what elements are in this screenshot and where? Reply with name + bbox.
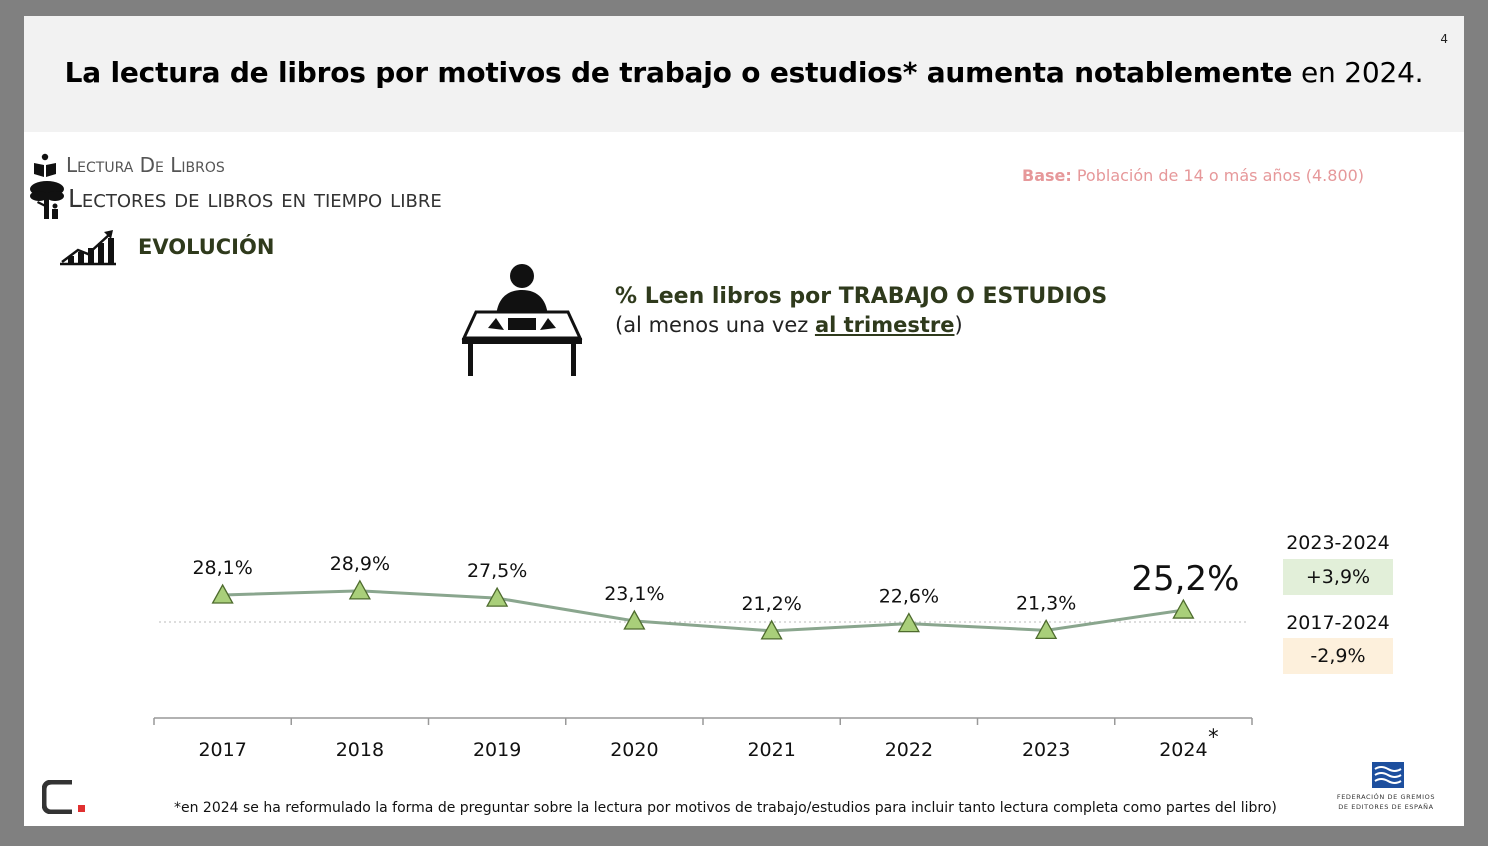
data-point-2021 [760,619,783,640]
data-point-2020 [623,609,646,630]
company-logo [42,780,85,814]
data-label-2022: 22,6% [879,586,939,608]
change-value-1: +3,9% [1283,559,1393,595]
base-label: Base: [1022,166,1072,185]
base-text: Población de 14 o más años (4.800) [1071,166,1365,185]
data-point-2018 [348,579,371,600]
data-label-2018: 28,9% [330,553,390,575]
data-point-2023 [1035,619,1058,640]
metric-sub-after: ) [954,313,963,337]
federation-name: FEDERACIÓN DE GREMIOS DE EDITORES DE ESP… [1324,792,1448,812]
x-tick-label-2022: 2022 [885,739,933,761]
section-title: Lectura De Libros [66,153,225,177]
change-value-2: -2,9% [1283,638,1393,674]
x-tick-label-2021: 2021 [747,739,795,761]
metric-title: % Leen libros por TRABAJO O ESTUDIOS [615,284,1108,309]
federation-line-1: FEDERACIÓN DE GREMIOS [1336,793,1436,801]
header-band [24,16,1464,132]
data-point-2022 [897,612,920,633]
x-tick-label-2018: 2018 [336,739,384,761]
title-normal: en 2024. [1292,56,1424,89]
section-subtitle: Lectores de libros en tiempo libre [68,184,442,213]
metric-subtitle: (al menos una vez al trimestre) [615,313,963,337]
growth-chart-icon [60,230,116,266]
last-category-asterisk: * [1208,725,1219,749]
tree-reader-icon [30,181,64,219]
data-label-2017: 28,1% [192,557,252,579]
base-note: Base: Población de 14 o más años (4.800) [1022,166,1364,185]
title-bold: La lectura de libros por motivos de trab… [64,56,1293,89]
data-point-2019 [486,586,509,607]
data-label-2021: 21,2% [741,593,801,615]
x-tick-label-2023: 2023 [1022,739,1070,761]
x-tick-label-2019: 2019 [473,739,521,761]
change-period-2: 2017-2024 [1286,612,1390,634]
x-tick-label-2020: 2020 [610,739,658,761]
metric-sub-before: (al menos una vez [615,313,815,337]
book-reader-icon [34,153,56,177]
change-period-1: 2023-2024 [1286,532,1390,554]
data-label-2019: 27,5% [467,560,527,582]
x-tick-label-2017: 2017 [198,739,246,761]
data-label-2020: 23,1% [604,583,664,605]
data-point-2024 [1172,598,1195,619]
line-chart: 28,1% 2017 28,9% 2018 27,5% 2019 23,1% 2020 21,2… [153,553,1253,761]
subsection-title: EVOLUCIÓN [138,235,275,259]
series-line [222,589,1184,633]
data-point-2017 [211,583,234,604]
page-title: La lectura de libros por motivos de trab… [24,56,1464,89]
desk-person-icon [461,264,583,376]
x-tick-label-2024: 2024 [1159,739,1207,761]
federation-logo-icon [1372,762,1404,788]
slide: 4 La lectura de libros por motivos de tr… [24,16,1464,826]
federation-line-2: DE EDITORES DE ESPAÑA [1338,803,1434,811]
page-number: 4 [1440,32,1448,46]
metric-sub-emph: al trimestre [814,313,955,337]
data-label-2024: 25,2% [1131,559,1239,599]
footnote: *en 2024 se ha reformulado la forma de p… [174,800,1277,816]
data-label-2023: 21,3% [1016,592,1076,614]
